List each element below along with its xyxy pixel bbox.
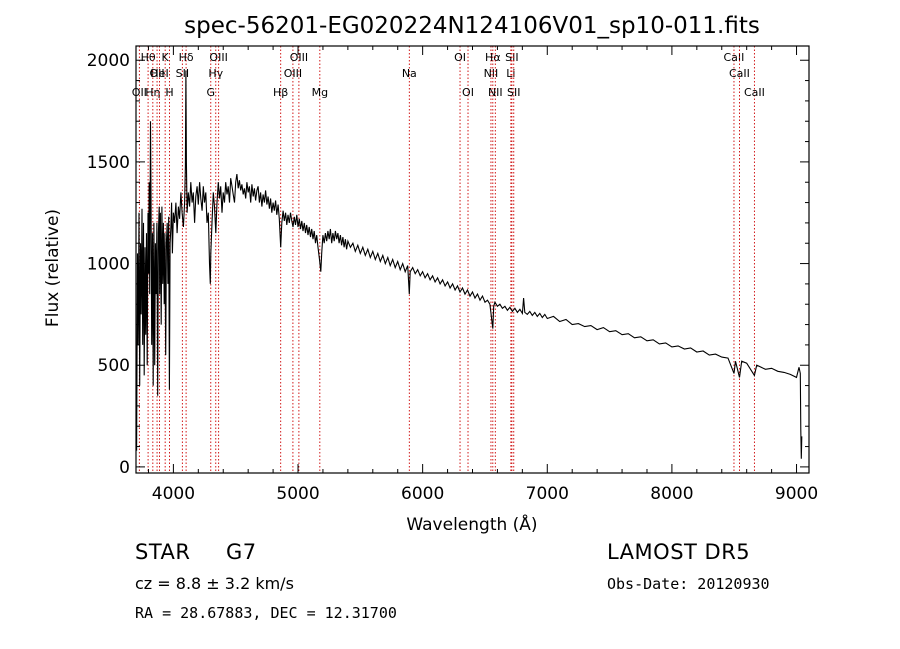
reference-line-label: OIII bbox=[284, 67, 302, 80]
y-tick-label: 1500 bbox=[87, 153, 130, 173]
y-tick-label: 2000 bbox=[87, 51, 130, 71]
reference-line-label: Na bbox=[402, 67, 417, 80]
spectrum-line bbox=[136, 70, 803, 459]
reference-line-label: CaII bbox=[729, 67, 750, 80]
survey-name: LAMOST DR5 bbox=[607, 540, 751, 564]
x-tick-label: 6000 bbox=[401, 484, 444, 504]
coordinates: RA = 28.67883, DEC = 12.31700 bbox=[135, 604, 397, 622]
axis-ticks bbox=[136, 46, 809, 473]
x-tick-label: 4000 bbox=[152, 484, 195, 504]
reference-lines: OIIHθHηOIIHeIKHSIIHδGHγOIIIHβOIIIOIIIMgN… bbox=[132, 46, 765, 473]
y-tick-label: 500 bbox=[98, 356, 130, 376]
y-axis-label: Flux (relative) bbox=[43, 209, 63, 327]
reference-line-label: Mg bbox=[312, 86, 328, 99]
reference-line-label: OI bbox=[454, 51, 466, 64]
reference-line-label: SII bbox=[505, 51, 518, 64]
reference-line-label: H bbox=[165, 86, 173, 99]
reference-line-label: OI bbox=[462, 86, 474, 99]
reference-line-label: SII bbox=[507, 86, 520, 99]
reference-line-label: SII bbox=[176, 67, 189, 80]
y-tick-label: 1000 bbox=[87, 255, 130, 275]
plot-frame bbox=[135, 45, 810, 474]
reference-line-label: NII bbox=[484, 67, 499, 80]
reference-line-label: CaII bbox=[744, 86, 765, 99]
reference-line-label: Hα bbox=[485, 51, 501, 64]
object-subclass: G7 bbox=[226, 540, 257, 564]
reference-line-label: Hδ bbox=[179, 51, 194, 64]
reference-line-label: OIII bbox=[209, 51, 227, 64]
x-axis-label: Wavelength (Å) bbox=[406, 513, 537, 535]
x-tick-label: 9000 bbox=[775, 484, 818, 504]
reference-line-label: HeI bbox=[150, 67, 168, 80]
reference-line-label: Hγ bbox=[208, 67, 223, 80]
reference-line-label: NII bbox=[488, 86, 503, 99]
object-class: STAR bbox=[135, 540, 191, 564]
reference-line-label: OIII bbox=[290, 51, 308, 64]
reference-line-label: CaII bbox=[724, 51, 745, 64]
axis-tick-labels: 4000 5000 6000 7000 8000 9000 0 500 1000 1500 2000 bbox=[87, 51, 818, 504]
x-tick-label: 5000 bbox=[276, 484, 319, 504]
reference-line-label: Hβ bbox=[273, 86, 288, 99]
reference-line-label: G bbox=[207, 86, 216, 99]
observation-date: Obs-Date: 20120930 bbox=[607, 575, 770, 593]
y-tick-label: 0 bbox=[119, 458, 130, 478]
reference-line-label: Hη bbox=[145, 86, 160, 99]
reference-line-label: Hθ bbox=[141, 51, 156, 64]
reference-line-label: OII bbox=[149, 67, 164, 80]
reference-line-label: Li bbox=[506, 67, 515, 80]
redshift-value: cz = 8.8 ± 3.2 km/s bbox=[135, 574, 294, 593]
reference-line-label: K bbox=[162, 51, 170, 64]
x-tick-label: 7000 bbox=[526, 484, 569, 504]
chart-title: spec-56201-EG020224N124106V01_sp10-011.f… bbox=[184, 13, 760, 39]
x-tick-label: 8000 bbox=[650, 484, 693, 504]
